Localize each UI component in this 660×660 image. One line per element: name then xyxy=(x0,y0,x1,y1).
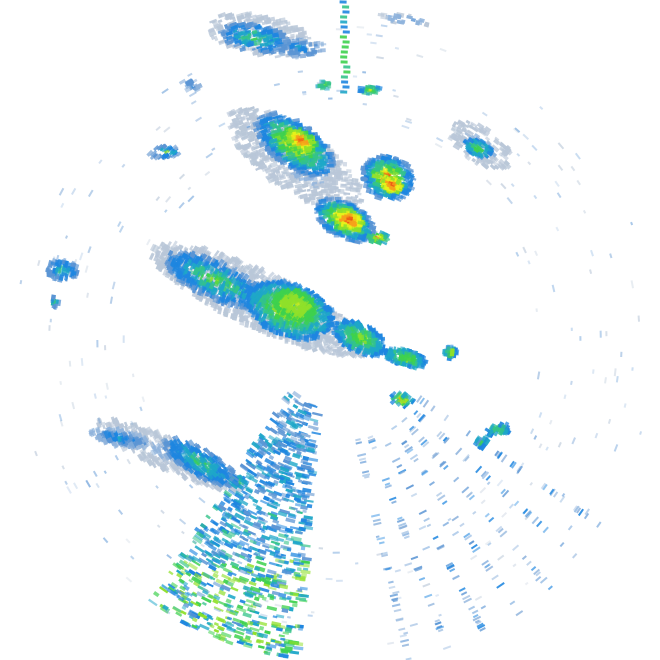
echo-bin xyxy=(341,80,348,83)
echo-bin xyxy=(339,203,343,206)
echo-bin xyxy=(328,202,331,207)
echo-bin xyxy=(349,179,353,182)
echo-bin xyxy=(321,144,328,148)
echo-bin xyxy=(315,151,322,154)
echo-bin xyxy=(301,336,304,341)
echo-bin xyxy=(326,193,329,196)
echo-bin xyxy=(340,0,347,3)
echo-bin xyxy=(322,210,327,214)
echo-bin xyxy=(343,70,350,73)
echo-bin xyxy=(333,204,338,208)
echo-bin xyxy=(307,135,314,140)
echo-bin xyxy=(343,40,350,43)
echo-bin xyxy=(326,198,332,202)
echo-bin xyxy=(348,174,352,178)
echo-bin xyxy=(345,186,351,191)
echo-bin xyxy=(316,138,321,141)
echo-bin xyxy=(297,341,300,345)
echo-bin xyxy=(340,35,347,38)
echo-bin xyxy=(333,169,340,171)
echo-bin xyxy=(327,164,334,167)
echo-bin xyxy=(377,88,381,92)
echo-bin xyxy=(333,186,337,189)
echo-bin xyxy=(309,42,313,47)
echo-bin xyxy=(312,50,317,54)
echo-bin xyxy=(330,178,336,182)
echo-bin xyxy=(342,5,349,8)
echo-bin xyxy=(291,340,294,345)
echo-bin xyxy=(341,25,348,28)
echo-bin xyxy=(311,159,318,164)
echo-bin xyxy=(330,214,335,217)
echo-bin xyxy=(312,194,316,198)
echo-bin xyxy=(396,15,401,19)
echo-bin xyxy=(327,173,332,178)
echo-bin xyxy=(331,221,335,225)
echo-bin xyxy=(325,183,332,187)
echo-bin xyxy=(335,197,338,201)
echo-bin xyxy=(314,41,317,44)
echo-bin xyxy=(343,65,350,68)
echo-bin xyxy=(327,83,331,88)
echo-bin xyxy=(340,184,346,188)
echo-bin xyxy=(316,41,320,44)
echo-bin xyxy=(318,49,323,52)
echo-bin xyxy=(340,55,347,58)
echo-bin xyxy=(368,89,371,92)
echo-bin xyxy=(342,85,349,88)
echo-bin xyxy=(321,42,324,47)
echo-bin xyxy=(355,178,359,181)
echo-bin xyxy=(291,135,297,141)
echo-bin xyxy=(355,195,359,198)
echo-bin xyxy=(330,154,334,158)
echo-bin xyxy=(315,192,322,197)
echo-bin xyxy=(342,10,349,13)
echo-bin xyxy=(329,161,335,164)
echo-bin xyxy=(324,206,329,210)
echo-bin xyxy=(368,168,372,172)
echo-bin xyxy=(300,53,306,58)
echo-bin xyxy=(368,92,372,96)
echo-bin xyxy=(303,130,308,136)
echo-bin xyxy=(322,161,326,165)
echo-bin xyxy=(343,30,350,33)
echo-bin xyxy=(347,213,352,216)
echo-bin xyxy=(343,224,347,229)
echo-bin xyxy=(307,37,311,40)
echo-bin xyxy=(340,20,347,23)
echo-bin xyxy=(319,199,327,204)
echo-bin xyxy=(343,162,347,167)
echo-bin xyxy=(311,146,315,148)
echo-bin xyxy=(323,215,327,219)
echo-bin xyxy=(327,152,332,155)
echo-bin xyxy=(346,231,350,236)
echo-bin xyxy=(336,200,344,202)
echo-bin xyxy=(314,44,320,49)
echo-bin xyxy=(286,21,291,25)
echo-bin xyxy=(289,44,294,48)
echo-bin xyxy=(335,172,341,177)
echo-bin xyxy=(251,322,255,326)
echo-bin xyxy=(302,31,307,35)
echo-bin xyxy=(305,126,311,131)
echo-bin xyxy=(340,208,346,213)
echo-bin xyxy=(319,169,323,172)
echo-bin xyxy=(341,50,348,53)
echo-bin xyxy=(311,201,316,206)
echo-bin xyxy=(359,88,363,92)
echo-bin xyxy=(330,231,336,234)
echo-bin xyxy=(341,60,348,63)
echo-bin xyxy=(342,45,349,48)
echo-bin xyxy=(346,169,351,173)
echo-bin xyxy=(341,75,348,78)
echo-bin xyxy=(293,47,298,52)
echo-bin xyxy=(324,169,327,172)
echo-bin xyxy=(321,87,326,89)
echo-bin xyxy=(342,177,348,181)
echo-bin xyxy=(340,15,347,18)
echo-bin xyxy=(298,148,303,153)
echo-bin xyxy=(337,161,341,165)
